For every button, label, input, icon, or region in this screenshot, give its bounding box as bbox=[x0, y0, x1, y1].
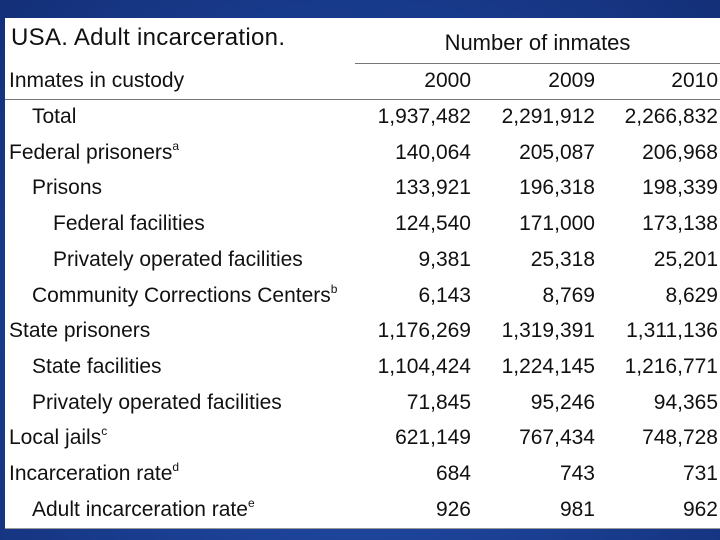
table-row-federal-facilities: Federal facilities 124,540 171,000 173,1… bbox=[5, 208, 720, 242]
cell-2000: 124,540 bbox=[395, 212, 471, 235]
table-header-row: Inmates in custody 2000 2009 2010 bbox=[5, 65, 720, 100]
table-row-incarceration-rate: Incarceration rated 684 743 731 bbox=[5, 458, 720, 492]
cell-2010: 8,629 bbox=[665, 284, 718, 307]
table-row-prisons: Prisons 133,921 196,318 198,339 bbox=[5, 172, 720, 206]
row-label: Prisons bbox=[32, 176, 103, 199]
cell-2009: 8,769 bbox=[542, 284, 595, 307]
cell-2000: 621,149 bbox=[395, 426, 471, 449]
cell-2000: 1,104,424 bbox=[377, 355, 471, 378]
cell-2000: 133,921 bbox=[395, 176, 471, 199]
table-title: USA. Adult incarceration. bbox=[11, 24, 286, 51]
table-bottom-rule bbox=[5, 528, 720, 529]
cell-2000: 926 bbox=[435, 498, 471, 521]
cell-2010: 94,365 bbox=[653, 391, 718, 414]
cell-2000: 1,176,269 bbox=[377, 319, 471, 342]
cell-2009: 2,291,912 bbox=[501, 105, 595, 128]
cell-2010: 1,311,136 bbox=[626, 319, 718, 342]
table-row-total: Total 1,937,482 2,291,912 2,266,832 bbox=[5, 101, 720, 135]
cell-2010: 25,201 bbox=[653, 248, 718, 271]
cell-2010: 206,968 bbox=[642, 141, 718, 164]
row-label: Federal facilities bbox=[53, 212, 205, 235]
table-row-privately-operated-federal: Privately operated facilities 9,381 25,3… bbox=[5, 244, 720, 278]
row-label: State prisoners bbox=[9, 319, 151, 342]
table-panel: USA. Adult incarceration. Number of inma… bbox=[5, 18, 720, 529]
table-row-state-facilities: State facilities 1,104,424 1,224,145 1,2… bbox=[5, 351, 720, 385]
row-label: Community Corrections Centersb bbox=[32, 282, 338, 307]
column-group-header: Number of inmates bbox=[444, 30, 631, 55]
table-row-local-jails: Local jailsc 621,149 767,434 748,728 bbox=[5, 422, 720, 456]
row-label-header: Inmates in custody bbox=[9, 69, 185, 92]
cell-2000: 140,064 bbox=[395, 141, 471, 164]
cell-2009: 171,000 bbox=[519, 212, 595, 235]
cell-2010: 748,728 bbox=[642, 426, 718, 449]
year-2000-header: 2000 bbox=[424, 69, 471, 92]
table-row-state-prisoners: State prisoners 1,176,269 1,319,391 1,31… bbox=[5, 315, 720, 349]
table-row-community-corrections: Community Corrections Centersb 6,143 8,7… bbox=[5, 280, 720, 314]
year-2009-header: 2009 bbox=[548, 69, 595, 92]
row-label: Adult incarceration ratee bbox=[32, 496, 255, 521]
table-row-privately-operated-state: Privately operated facilities 71,845 95,… bbox=[5, 387, 720, 421]
row-label: Federal prisonersa bbox=[9, 139, 180, 164]
cell-2010: 2,266,832 bbox=[624, 105, 718, 128]
cell-2000: 684 bbox=[435, 462, 471, 485]
row-label: Privately operated facilities bbox=[53, 248, 303, 271]
cell-2010: 731 bbox=[682, 462, 718, 485]
row-label: Privately operated facilities bbox=[32, 391, 282, 414]
cell-2010: 173,138 bbox=[642, 212, 718, 235]
cell-2009: 25,318 bbox=[530, 248, 595, 271]
table-row-federal-prisoners: Federal prisonersa 140,064 205,087 206,9… bbox=[5, 137, 720, 171]
cell-2009: 981 bbox=[559, 498, 595, 521]
cell-2000: 1,937,482 bbox=[377, 105, 471, 128]
cell-2009: 1,319,391 bbox=[501, 319, 595, 342]
cell-2009: 196,318 bbox=[519, 176, 595, 199]
cell-2009: 767,434 bbox=[519, 426, 595, 449]
cell-2009: 743 bbox=[559, 462, 595, 485]
row-label: Total bbox=[32, 105, 77, 128]
row-label: State facilities bbox=[32, 355, 162, 378]
cell-2010: 962 bbox=[682, 498, 718, 521]
cell-2000: 9,381 bbox=[418, 248, 471, 271]
header-divider bbox=[355, 63, 720, 64]
cell-2009: 1,224,145 bbox=[501, 355, 595, 378]
row-label: Incarceration rated bbox=[9, 460, 180, 485]
row-label: Local jailsc bbox=[9, 424, 108, 449]
cell-2000: 71,845 bbox=[406, 391, 471, 414]
cell-2010: 198,339 bbox=[642, 176, 718, 199]
cell-2010: 1,216,771 bbox=[624, 355, 718, 378]
cell-2000: 6,143 bbox=[418, 284, 471, 307]
table-row-adult-incarceration-rate: Adult incarceration ratee 926 981 962 bbox=[5, 494, 720, 528]
cell-2009: 95,246 bbox=[530, 391, 595, 414]
year-2010-header: 2010 bbox=[671, 69, 718, 92]
cell-2009: 205,087 bbox=[519, 141, 595, 164]
